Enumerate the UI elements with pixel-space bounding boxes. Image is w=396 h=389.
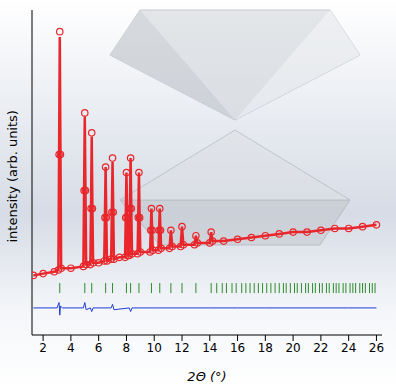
svg-text:22: 22 xyxy=(313,341,328,355)
svg-text:24: 24 xyxy=(341,341,356,355)
svg-text:8: 8 xyxy=(123,341,131,355)
svg-text:18: 18 xyxy=(258,341,273,355)
svg-text:6: 6 xyxy=(95,341,103,355)
svg-text:12: 12 xyxy=(174,341,189,355)
svg-text:2Θ (°): 2Θ (°) xyxy=(187,369,226,384)
svg-text:4: 4 xyxy=(67,341,75,355)
svg-text:intensity (arb. units): intensity (arb. units) xyxy=(5,110,20,242)
svg-text:26: 26 xyxy=(369,341,384,355)
svg-text:20: 20 xyxy=(285,341,300,355)
svg-text:14: 14 xyxy=(202,341,217,355)
svg-text:16: 16 xyxy=(230,341,245,355)
svg-text:2: 2 xyxy=(39,341,47,355)
svg-text:10: 10 xyxy=(147,341,162,355)
